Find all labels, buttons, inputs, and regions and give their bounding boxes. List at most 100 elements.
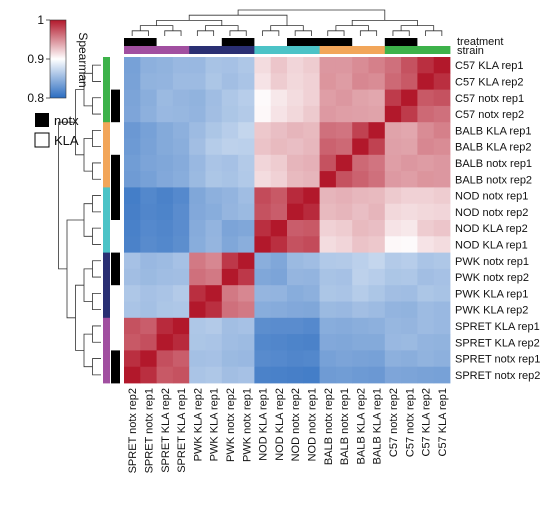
heatmap-cell <box>172 366 190 384</box>
heatmap-cell <box>401 171 418 188</box>
heatmap-cell <box>287 285 304 302</box>
heatmap-cell <box>221 57 239 74</box>
heatmap-cell <box>401 334 418 351</box>
heatmap-cell <box>433 203 451 221</box>
colorbar-tick-label: 0.9 <box>27 52 44 66</box>
row-strain-cell <box>103 171 110 188</box>
heatmap-cells <box>124 57 451 384</box>
heatmap-cell <box>335 268 353 286</box>
heatmap-cell <box>368 57 386 74</box>
heatmap-cell <box>270 220 288 237</box>
colorbar-tick-label: 0.8 <box>27 91 44 105</box>
heatmap-cell <box>303 138 320 156</box>
column-dendrogram-link <box>131 30 149 36</box>
heatmap-cell <box>303 220 320 237</box>
heatmap-cell <box>189 105 206 123</box>
heatmap-cell <box>319 187 337 205</box>
row-label: NOD notx rep1 <box>455 191 528 203</box>
heatmap-cell <box>238 236 255 253</box>
heatmap-cell <box>156 187 174 205</box>
heatmap-cell <box>319 154 337 172</box>
row-treatment-cell <box>111 268 120 286</box>
column-label: C57 KLA rep2 <box>421 388 433 457</box>
row-strain-cell <box>103 268 110 286</box>
heatmap-cell <box>156 350 174 368</box>
heatmap-cell <box>140 268 157 286</box>
row-strain-cell <box>103 334 110 351</box>
heatmap-cell <box>384 350 402 368</box>
column-label: PWK KLA rep2 <box>192 388 204 461</box>
column-dendrogram <box>131 9 443 36</box>
heatmap-cell <box>205 285 223 302</box>
heatmap-cell <box>417 105 435 123</box>
heatmap-cell <box>384 105 402 123</box>
heatmap-cell <box>384 236 402 253</box>
heatmap-cell <box>401 366 418 384</box>
heatmap-cell <box>303 154 320 172</box>
heatmap-cell <box>221 187 239 205</box>
heatmap-cell <box>221 203 239 221</box>
heatmap-cell <box>417 334 435 351</box>
heatmap-cell <box>319 203 337 221</box>
heatmap-cell <box>124 73 141 90</box>
heatmap-cell <box>401 138 418 156</box>
row-strain-cell <box>103 57 110 74</box>
heatmap-cell <box>303 73 320 90</box>
heatmap-cell <box>384 252 402 270</box>
column-strain-cell <box>368 46 386 54</box>
row-treatment-cell <box>111 220 120 237</box>
column-strain-cell <box>140 46 157 54</box>
row-label: PWK notx rep1 <box>455 256 529 268</box>
heatmap-cell <box>189 334 206 351</box>
heatmap-cell <box>287 366 304 384</box>
heatmap-cell <box>319 220 337 237</box>
heatmap-cell <box>238 138 255 156</box>
heatmap-cell <box>352 268 369 286</box>
heatmap-cell <box>140 105 157 123</box>
column-label: PWK notx rep1 <box>241 388 253 462</box>
row-treatment-cell <box>111 350 120 368</box>
heatmap-cell <box>335 366 353 384</box>
heatmap-cell <box>270 171 288 188</box>
heatmap-cell <box>124 154 141 172</box>
heatmap-cell <box>124 171 141 188</box>
column-label: NOD KLA rep1 <box>258 388 270 461</box>
heatmap-cell <box>221 334 239 351</box>
heatmap-cell <box>352 154 369 172</box>
column-treatment-cell <box>303 38 320 46</box>
column-dendrogram-link <box>205 25 239 31</box>
column-strain-cell <box>433 46 451 54</box>
row-dendrogram-link <box>58 121 76 270</box>
heatmap-cell <box>384 366 402 384</box>
heatmap-cell <box>335 203 353 221</box>
strain-annotation-label: strain <box>457 45 484 57</box>
heatmap-cell <box>303 236 320 253</box>
heatmap-cell <box>335 350 353 368</box>
heatmap-cell <box>238 334 255 351</box>
heatmap-cell <box>189 138 206 156</box>
heatmap-cell <box>417 236 435 253</box>
treatment-annotation-label: treatment <box>457 36 503 48</box>
column-strain-bar <box>124 46 451 54</box>
heatmap-cell <box>384 154 402 172</box>
column-treatment-cell <box>205 38 223 46</box>
heatmap-cell <box>205 350 223 368</box>
heatmap-cell <box>238 187 255 205</box>
heatmap-cell <box>270 334 288 351</box>
heatmap-cell <box>433 252 451 270</box>
heatmap-cell <box>303 317 320 335</box>
column-treatment-cell <box>384 38 402 46</box>
heatmap-cell <box>433 285 451 302</box>
heatmap-cell <box>205 268 223 286</box>
heatmap-cell <box>368 154 386 172</box>
column-treatment-cell <box>287 38 304 46</box>
heatmap-cell <box>205 236 223 253</box>
heatmap-cell <box>368 122 386 139</box>
row-treatment-cell <box>111 89 120 107</box>
heatmap-cell <box>417 220 435 237</box>
column-treatment-cell <box>189 38 206 46</box>
heatmap-cell <box>335 317 353 335</box>
row-dendrogram-link <box>92 97 101 115</box>
row-dendrogram-link <box>92 195 101 213</box>
heatmap-cell <box>401 154 418 172</box>
